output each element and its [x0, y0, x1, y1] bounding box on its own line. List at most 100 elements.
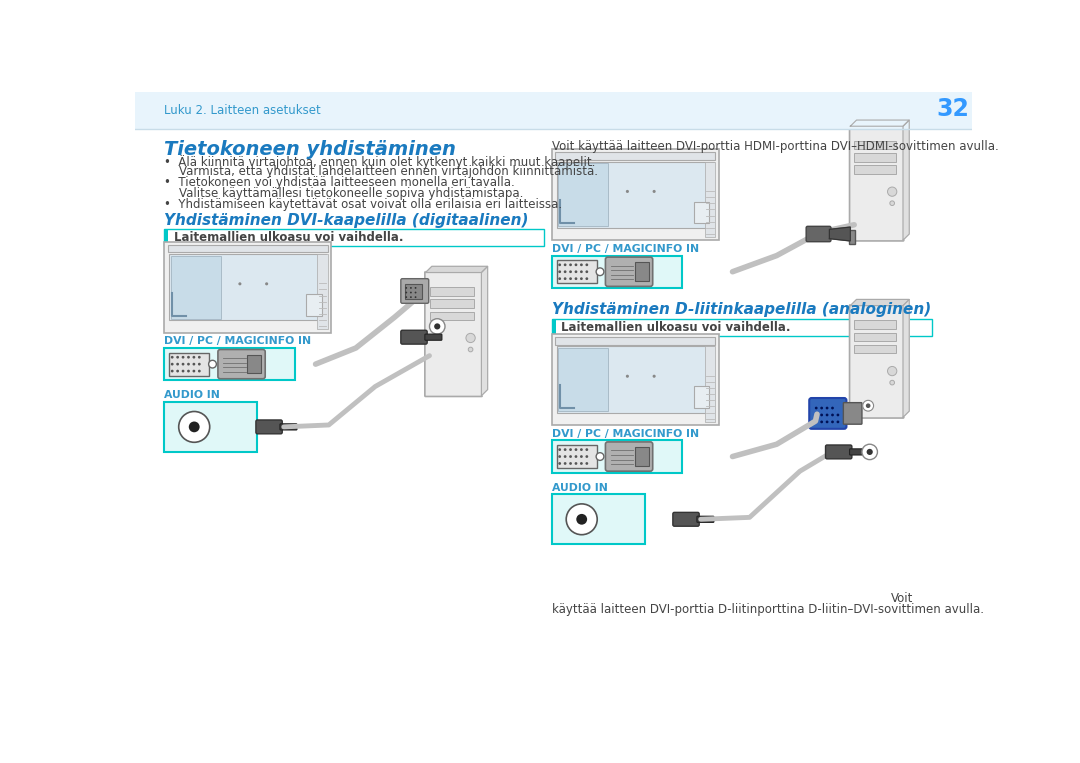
Circle shape: [890, 201, 894, 205]
FancyBboxPatch shape: [673, 513, 699, 526]
Circle shape: [181, 356, 185, 359]
Bar: [430, 312, 474, 320]
Polygon shape: [482, 266, 488, 396]
Circle shape: [176, 362, 179, 365]
FancyBboxPatch shape: [401, 278, 429, 304]
Circle shape: [585, 270, 589, 273]
Polygon shape: [850, 299, 909, 306]
Polygon shape: [426, 266, 488, 272]
Circle shape: [198, 370, 201, 372]
Bar: [167, 245, 328, 253]
FancyBboxPatch shape: [806, 227, 831, 242]
Bar: [164, 402, 257, 452]
Bar: [555, 337, 715, 345]
Circle shape: [652, 375, 656, 378]
Text: Yhdistäminen D-liitinkaapelilla (analoginen): Yhdistäminen D-liitinkaapelilla (analogi…: [552, 302, 931, 317]
Bar: [135, 92, 972, 128]
Circle shape: [575, 462, 578, 465]
Text: DVI / PC / MAGICINFO IN: DVI / PC / MAGICINFO IN: [552, 244, 699, 254]
Bar: [854, 345, 896, 353]
Bar: [552, 150, 718, 240]
Circle shape: [405, 296, 407, 298]
Circle shape: [176, 370, 179, 372]
Bar: [704, 346, 715, 422]
Bar: [558, 163, 608, 227]
Circle shape: [265, 282, 268, 285]
FancyBboxPatch shape: [218, 349, 266, 378]
Circle shape: [837, 414, 839, 417]
Circle shape: [558, 263, 562, 266]
Circle shape: [832, 414, 834, 417]
Text: AUDIO IN: AUDIO IN: [552, 483, 608, 493]
Circle shape: [575, 456, 578, 458]
FancyBboxPatch shape: [850, 125, 904, 241]
FancyBboxPatch shape: [424, 334, 442, 340]
Circle shape: [434, 324, 441, 330]
Circle shape: [558, 277, 562, 280]
Bar: [555, 153, 715, 160]
Circle shape: [564, 263, 567, 266]
Circle shape: [625, 190, 629, 193]
Text: •  Tietokoneen voi yhdistää laitteeseen monella eri tavalla.: • Tietokoneen voi yhdistää laitteeseen m…: [164, 176, 515, 189]
Circle shape: [430, 319, 445, 334]
Circle shape: [577, 514, 588, 525]
FancyBboxPatch shape: [280, 423, 297, 430]
Circle shape: [820, 420, 823, 423]
Bar: [704, 162, 715, 237]
Polygon shape: [903, 120, 909, 240]
Circle shape: [580, 270, 583, 273]
Circle shape: [178, 411, 210, 443]
Circle shape: [181, 370, 185, 372]
Circle shape: [820, 414, 823, 417]
Text: Laitemallien ulkoasu voi vaihdella.: Laitemallien ulkoasu voi vaihdella.: [174, 230, 403, 243]
Circle shape: [558, 448, 562, 451]
Bar: [247, 355, 261, 373]
Circle shape: [176, 356, 179, 359]
Circle shape: [837, 420, 839, 423]
Bar: [854, 153, 896, 162]
Circle shape: [405, 291, 407, 294]
Text: •  Älä kiinnitä virtajohtoa, ennen kuin olet kytkenyt kaikki muut kaapelit.: • Älä kiinnitä virtajohtoa, ennen kuin o…: [164, 155, 596, 169]
Text: DVI / PC / MAGICINFO IN: DVI / PC / MAGICINFO IN: [164, 336, 311, 346]
Circle shape: [566, 504, 597, 535]
Circle shape: [866, 404, 870, 408]
Circle shape: [410, 296, 411, 298]
Bar: [849, 230, 855, 244]
Circle shape: [415, 291, 417, 294]
Circle shape: [832, 420, 834, 423]
Circle shape: [198, 356, 201, 359]
Circle shape: [863, 401, 874, 411]
Bar: [854, 333, 896, 341]
Circle shape: [171, 362, 174, 365]
Bar: [430, 299, 474, 308]
Circle shape: [652, 190, 656, 193]
Text: Voit: Voit: [891, 592, 914, 605]
Bar: [552, 334, 718, 425]
Circle shape: [832, 407, 834, 410]
Bar: [164, 242, 332, 333]
FancyBboxPatch shape: [606, 257, 652, 286]
Circle shape: [171, 370, 174, 372]
FancyBboxPatch shape: [850, 305, 904, 418]
Circle shape: [596, 268, 604, 275]
Circle shape: [585, 462, 589, 465]
Circle shape: [826, 414, 828, 417]
Circle shape: [569, 448, 572, 451]
Text: 32: 32: [936, 96, 969, 121]
Bar: [552, 440, 683, 473]
Circle shape: [187, 370, 190, 372]
Circle shape: [192, 362, 195, 365]
Bar: [558, 348, 608, 411]
Circle shape: [569, 456, 572, 458]
Polygon shape: [829, 227, 850, 241]
Circle shape: [569, 277, 572, 280]
Bar: [635, 262, 649, 281]
Bar: [430, 287, 474, 295]
Circle shape: [888, 187, 896, 196]
Circle shape: [198, 362, 201, 365]
Circle shape: [564, 277, 567, 280]
Text: Tietokoneen yhdistäminen: Tietokoneen yhdistäminen: [164, 140, 457, 159]
Bar: [556, 260, 597, 283]
Bar: [318, 254, 328, 330]
Circle shape: [580, 456, 583, 458]
